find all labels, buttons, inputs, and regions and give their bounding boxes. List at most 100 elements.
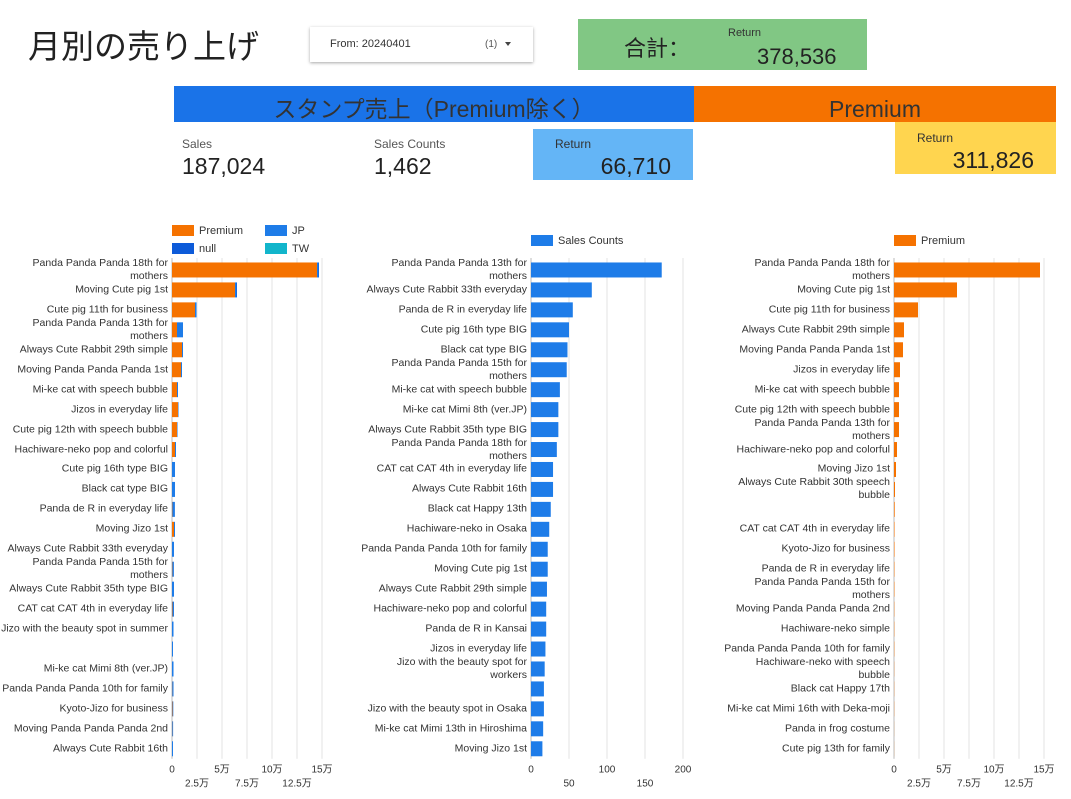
x-tick-label: 7.5万 xyxy=(235,778,259,789)
category-label: Mi-ke cat Mimi 16th with Deka-moji xyxy=(727,702,890,715)
bar xyxy=(531,521,550,537)
category-label: Jizos in everyday life xyxy=(430,642,527,655)
x-tick-label: 12.5万 xyxy=(1004,778,1033,789)
category-label: Mi-ke cat Mimi 13th in Hiroshima xyxy=(374,722,527,735)
bar xyxy=(531,262,662,278)
bar xyxy=(894,302,918,318)
category-label: Panda Panda Panda 15th for mothers xyxy=(754,576,890,602)
bar xyxy=(172,741,173,757)
legend-label: TW xyxy=(292,243,310,255)
bar xyxy=(531,661,545,677)
category-label: Jizos in everyday life xyxy=(71,403,168,416)
bar xyxy=(531,461,554,477)
category-label: Moving Jizo 1st xyxy=(817,462,890,475)
category-label: Panda Panda Panda 18th for mothers xyxy=(391,436,527,462)
category-label: Panda Panda Panda 13th for mothers xyxy=(754,416,890,442)
category-label: Kyoto-Jizo for business xyxy=(781,542,890,555)
bar xyxy=(172,422,177,438)
x-tick-label: 15万 xyxy=(311,764,332,775)
bar xyxy=(894,422,899,438)
category-label: Jizo with the beauty spot for workers xyxy=(396,655,527,681)
category-label: Moving Panda Panda Panda 2nd xyxy=(735,602,890,615)
bar xyxy=(172,641,173,657)
bar xyxy=(531,621,547,637)
bar xyxy=(235,282,237,298)
x-tick-label: 10万 xyxy=(261,764,282,775)
bar xyxy=(894,262,1040,278)
bar xyxy=(172,302,195,318)
category-label: Hachiware-neko pop and colorful xyxy=(373,602,527,615)
bar xyxy=(531,741,543,757)
legend-swatch xyxy=(172,243,194,254)
bar xyxy=(172,342,182,358)
legend-swatch xyxy=(531,235,553,246)
category-label: Panda Panda Panda 18th for mothers xyxy=(754,256,890,282)
legend-label: Premium xyxy=(199,225,243,237)
bar xyxy=(172,402,178,418)
category-label: Panda Panda Panda 18th for mothers xyxy=(32,256,168,282)
scorecard-value: 311,826 xyxy=(952,147,1034,173)
category-label: Cute pig 11th for business xyxy=(768,303,890,316)
category-label: Panda in frog costume xyxy=(784,722,890,735)
bar xyxy=(175,442,176,458)
bar xyxy=(531,561,548,577)
category-label: Mi-ke cat with speech bubble xyxy=(391,383,527,396)
bar xyxy=(894,541,895,557)
category-label: Panda Panda Panda 10th for family xyxy=(724,642,890,655)
date-filter[interactable]: From: 20240401 (1) xyxy=(310,27,533,62)
bar xyxy=(531,581,547,597)
bar xyxy=(172,721,174,737)
category-label: Hachiware-neko with speech bubble xyxy=(755,655,890,681)
total-value: 378,536 xyxy=(757,44,837,69)
x-tick-label: 0 xyxy=(528,764,534,775)
category-label: Always Cute Rabbit 35th type BIG xyxy=(9,582,168,595)
bar xyxy=(531,701,544,717)
bar xyxy=(172,541,174,557)
x-tick-label: 50 xyxy=(563,778,575,789)
bar xyxy=(531,282,592,298)
category-label: Always Cute Rabbit 33th everyday xyxy=(366,283,528,296)
bar xyxy=(531,382,560,398)
x-tick-label: 0 xyxy=(891,764,897,775)
total-sublabel: Return xyxy=(728,27,762,39)
bar xyxy=(531,442,557,458)
category-label: Moving Jizo 1st xyxy=(454,742,527,755)
bar xyxy=(236,282,237,298)
category-label: Hachiware-neko pop and colorful xyxy=(14,443,168,456)
dropdown-icon xyxy=(505,42,511,46)
bar xyxy=(531,681,544,697)
bar xyxy=(531,721,544,737)
bar xyxy=(172,442,175,458)
bar xyxy=(894,442,897,458)
category-label: Cute pig 12th with speech bubble xyxy=(12,423,168,436)
bar xyxy=(172,661,174,677)
category-label: Mi-ke cat Mimi 8th (ver.JP) xyxy=(43,662,168,675)
legend-swatch xyxy=(265,243,287,254)
bar xyxy=(531,322,569,338)
bar xyxy=(172,362,181,378)
bar xyxy=(318,262,319,278)
category-label: Black cat Happy 17th xyxy=(790,682,890,695)
category-label: Hachiware-neko simple xyxy=(780,622,890,635)
x-tick-label: 0 xyxy=(169,764,175,775)
category-label: Moving Jizo 1st xyxy=(95,522,168,535)
category-label: Panda de R in everyday life xyxy=(39,502,168,515)
scorecard-label: Return xyxy=(917,131,954,145)
category-label: Cute pig 16th type BIG xyxy=(61,462,168,475)
x-tick-label: 5万 xyxy=(936,764,952,775)
bar xyxy=(531,501,551,517)
category-label: Panda Panda Panda 15th for mothers xyxy=(391,356,527,382)
filter-label: From: 20240401 xyxy=(330,38,411,50)
category-label: Mi-ke cat with speech bubble xyxy=(754,383,890,396)
bar xyxy=(894,362,900,378)
category-label: Panda Panda Panda 10th for family xyxy=(2,682,168,695)
category-label: Hachiware-neko pop and colorful xyxy=(736,443,890,456)
scorecard-value: 66,710 xyxy=(600,153,671,179)
bar xyxy=(531,541,548,557)
bar xyxy=(531,342,568,358)
category-label: Moving Panda Panda Panda 1st xyxy=(739,343,890,356)
scorecard: Return 311,826 xyxy=(895,122,1056,174)
legend-swatch xyxy=(265,225,287,236)
